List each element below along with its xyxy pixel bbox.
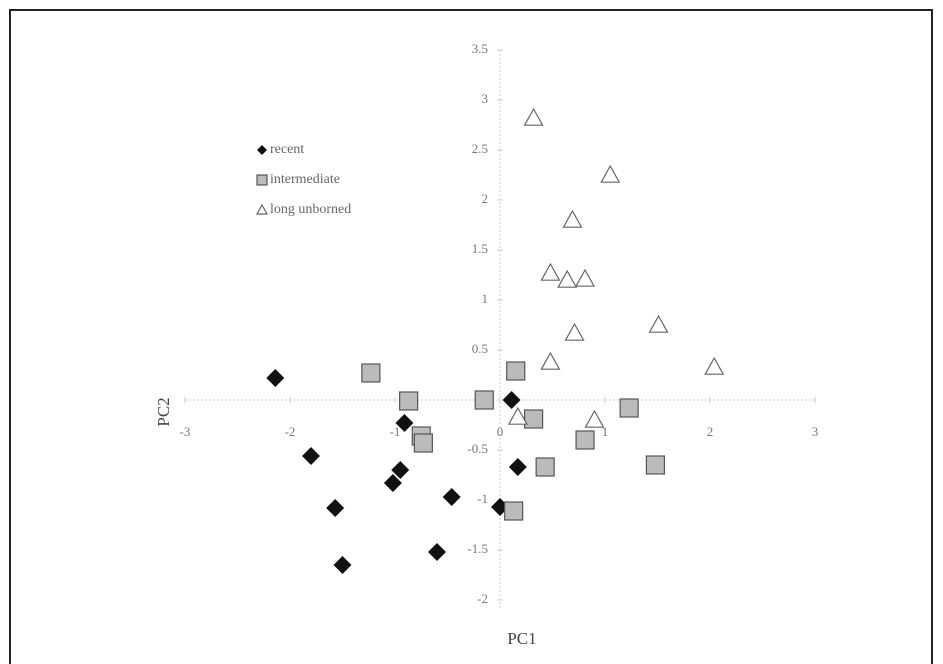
x-tick-label: 0 [497, 424, 504, 439]
marker-diamond [257, 145, 267, 155]
marker-triangle [507, 406, 528, 425]
y-tick-label: -0.5 [467, 441, 488, 456]
marker-diamond [326, 499, 345, 517]
legend-label: long unborned [270, 202, 351, 217]
legend: recent intermediate long unborned [255, 142, 351, 217]
y-tick-label: 0.5 [472, 341, 488, 356]
marker-diamond [383, 474, 402, 492]
marker-square [256, 174, 268, 186]
marker-square [474, 390, 494, 410]
marker-square [645, 455, 666, 475]
marker-diamond [266, 369, 285, 387]
y-tick-label: 1.5 [472, 241, 488, 256]
legend-label: recent [270, 142, 304, 157]
marker-triangle [562, 209, 583, 228]
x-axis-title: PC1 [507, 629, 536, 648]
y-tick-label: -2 [477, 591, 488, 606]
marker-square [504, 501, 524, 521]
marker-diamond [508, 458, 527, 476]
x-tick-label: -1 [390, 424, 401, 439]
y-tick-label: 2.5 [472, 141, 488, 156]
marker-triangle [584, 409, 605, 428]
marker-triangle [255, 203, 269, 215]
marker-diamond [428, 543, 446, 561]
marker-triangle [704, 356, 725, 375]
marker-square [506, 361, 526, 381]
marker-square [361, 363, 381, 383]
marker-square [413, 433, 433, 453]
y-tick-label: 3.5 [472, 41, 488, 56]
marker-triangle [523, 107, 544, 126]
x-tick-label: -2 [285, 424, 296, 439]
x-tick-label: 1 [602, 424, 609, 439]
marker-diamond [442, 488, 461, 506]
frame [9, 9, 933, 664]
marker-square [399, 391, 419, 411]
marker-diamond [391, 461, 410, 479]
y-tick-label: 1 [482, 291, 489, 306]
x-tick-label: 2 [707, 424, 714, 439]
marker-square [535, 457, 555, 477]
x-tick-label: 3 [812, 424, 819, 439]
y-axis-title: PC2 [154, 397, 173, 426]
marker-diamond [333, 556, 352, 574]
marker-diamond [395, 414, 414, 432]
marker-diamond [302, 447, 320, 465]
y-tick-label: 2 [482, 191, 489, 206]
marker-diamond [502, 391, 521, 409]
marker-triangle [648, 314, 669, 333]
marker-square [619, 398, 639, 418]
y-tick-label: 3 [482, 91, 489, 106]
y-tick-label: -1.5 [467, 541, 488, 556]
marker-triangle [575, 268, 596, 287]
legend-label: intermediate [270, 172, 340, 187]
marker-triangle [557, 269, 578, 288]
y-tick-label: -1 [477, 491, 488, 506]
marker-square [575, 430, 595, 450]
marker-triangle [600, 164, 621, 183]
marker-triangle [540, 262, 561, 281]
marker-square [523, 409, 544, 429]
x-tick-label: -3 [180, 424, 191, 439]
marker-triangle [540, 351, 561, 370]
marker-triangle [564, 322, 585, 341]
